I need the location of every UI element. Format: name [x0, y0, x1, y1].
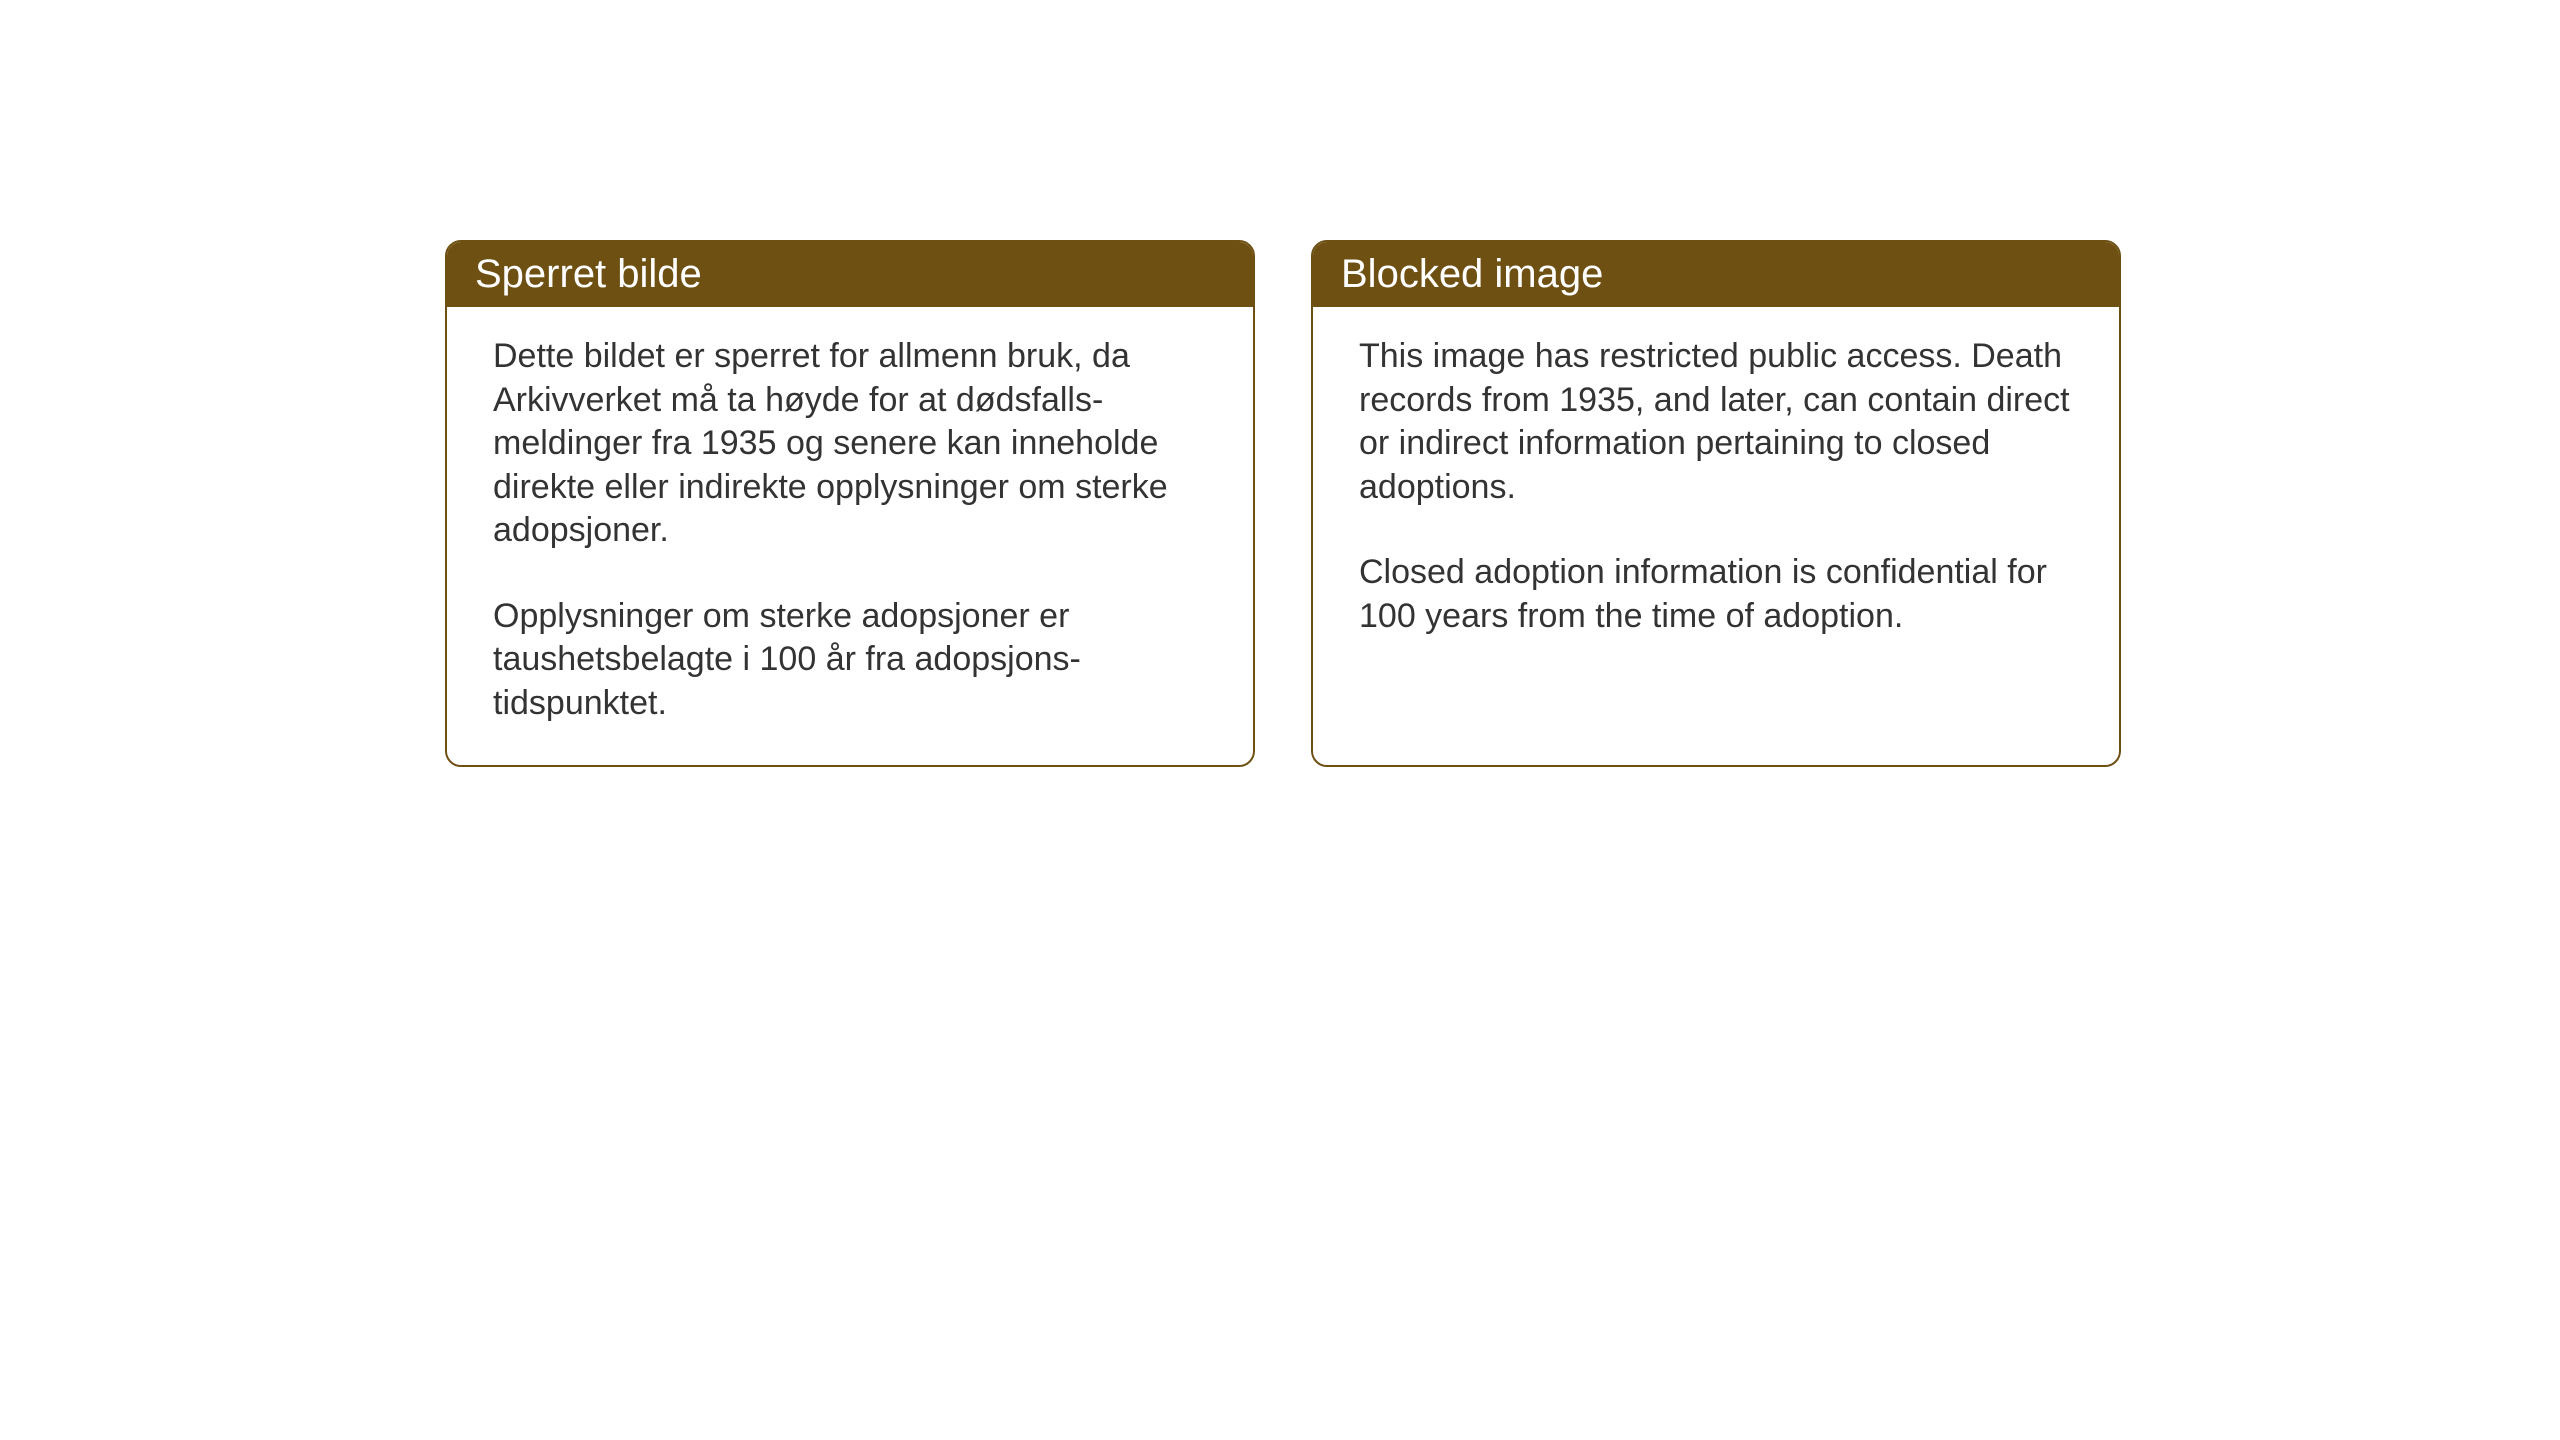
paragraph-text: Dette bildet er sperret for allmenn bruk…	[493, 335, 1207, 553]
card-title: Sperret bilde	[475, 252, 702, 296]
notice-cards-container: Sperret bilde Dette bildet er sperret fo…	[445, 240, 2121, 767]
card-title: Blocked image	[1341, 252, 1603, 296]
card-body-english: This image has restricted public access.…	[1313, 307, 2119, 678]
paragraph-text: Closed adoption information is confident…	[1359, 551, 2073, 638]
card-header-english: Blocked image	[1313, 242, 2119, 307]
notice-card-english: Blocked image This image has restricted …	[1311, 240, 2121, 767]
paragraph-text: This image has restricted public access.…	[1359, 335, 2073, 509]
paragraph-text: Opplysninger om sterke adopsjoner er tau…	[493, 595, 1207, 726]
card-header-norwegian: Sperret bilde	[447, 242, 1253, 307]
card-body-norwegian: Dette bildet er sperret for allmenn bruk…	[447, 307, 1253, 765]
notice-card-norwegian: Sperret bilde Dette bildet er sperret fo…	[445, 240, 1255, 767]
